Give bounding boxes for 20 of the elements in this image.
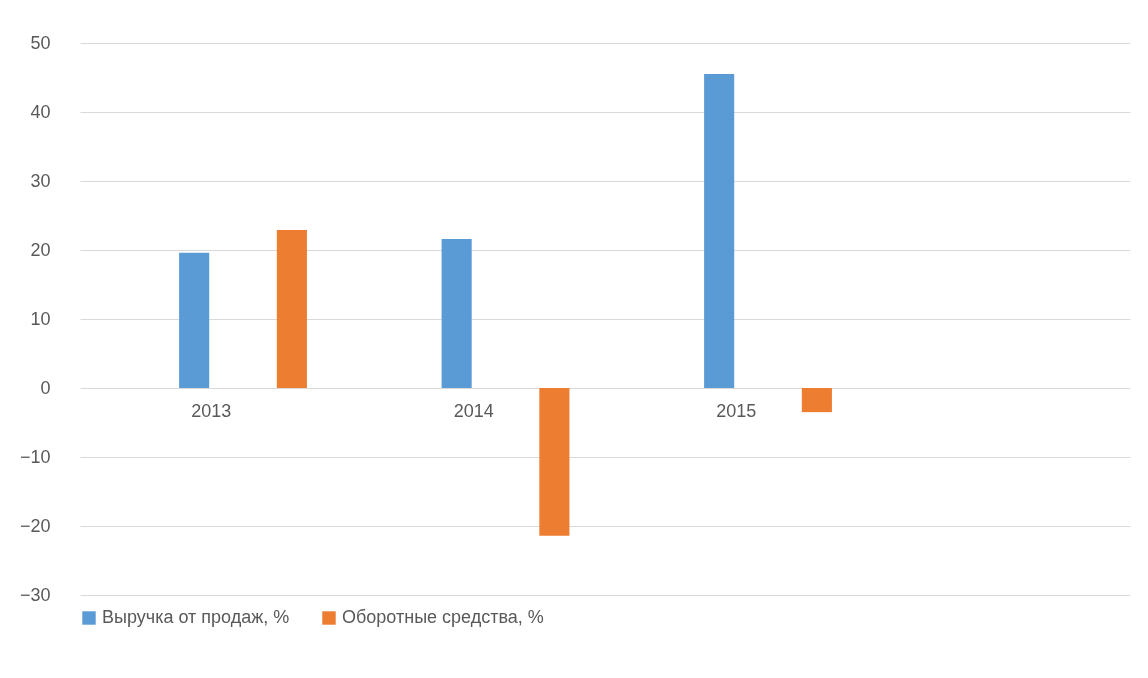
x-tick-label: 2013 xyxy=(191,400,232,421)
bar xyxy=(801,388,832,413)
y-tick-label: −10 xyxy=(19,446,51,467)
y-tick-label: 0 xyxy=(40,377,51,398)
bar xyxy=(276,229,307,388)
legend-label: Выручка от продаж, % xyxy=(102,607,290,627)
bar xyxy=(539,388,570,536)
x-tick-label: 2015 xyxy=(716,400,757,421)
y-tick-label: −20 xyxy=(19,515,51,536)
bar xyxy=(441,238,472,388)
y-tick-label: 30 xyxy=(30,170,51,191)
bar xyxy=(179,252,210,388)
y-tick-label: 20 xyxy=(30,239,51,260)
y-tick-label: 50 xyxy=(30,32,51,53)
legend-label: Оборотные средства, % xyxy=(342,607,544,627)
y-tick-label: −30 xyxy=(19,584,51,605)
x-tick-label: 2014 xyxy=(453,400,494,421)
y-tick-label: 10 xyxy=(30,308,51,329)
bar xyxy=(704,74,735,388)
y-tick-label: 40 xyxy=(30,101,51,122)
